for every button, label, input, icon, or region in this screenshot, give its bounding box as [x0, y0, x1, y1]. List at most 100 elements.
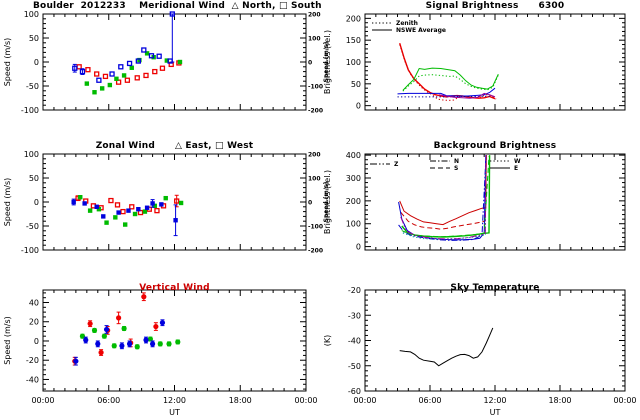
svg-text:-60: -60 [348, 387, 361, 396]
background-brightness-series-purple-dashdotdot [400, 155, 487, 240]
svg-text:20: 20 [29, 318, 39, 327]
svg-text:NSWE Average: NSWE Average [396, 27, 446, 34]
svg-text:-40: -40 [26, 375, 39, 384]
svg-text:0: 0 [34, 337, 39, 346]
svg-text:UT: UT [169, 408, 180, 417]
svg-text:-50: -50 [26, 82, 39, 91]
signal-brightness-x-axis [364, 14, 626, 110]
background-brightness-series-blue-dashdot [398, 159, 487, 241]
svg-text:Speed (m/s): Speed (m/s) [3, 178, 12, 227]
svg-text:50: 50 [29, 174, 39, 183]
signal-brightness-series-blue-nswe [397, 87, 496, 97]
background-brightness-y-axis: 0 100 200 300 400 Brightness (rel.) [323, 151, 625, 252]
svg-text:100: 100 [346, 220, 361, 229]
svg-text:-20: -20 [26, 356, 39, 365]
svg-text:-50: -50 [26, 222, 39, 231]
svg-text:Z: Z [394, 161, 399, 168]
svg-text:N: N [454, 158, 459, 165]
svg-text:100: 100 [24, 150, 39, 159]
svg-text:200: 200 [308, 152, 321, 159]
svg-text:0: 0 [34, 58, 39, 67]
svg-text:-30: -30 [348, 311, 361, 320]
svg-text:-100: -100 [21, 246, 39, 255]
signal-brightness-series-red-zenith [399, 44, 497, 101]
svg-text:00:00: 00:00 [613, 396, 636, 405]
zonal-wind-y-axis: -100 -50 0 50 100 Speed (m/s) [3, 150, 49, 255]
meridional-wind-series-blue [72, 11, 175, 83]
svg-text:400: 400 [346, 151, 361, 160]
svg-text:-200: -200 [308, 248, 323, 255]
vertical-wind-series-blue [73, 319, 166, 366]
background-brightness-legend: Z NS WE [370, 158, 521, 172]
svg-text:0: 0 [34, 198, 39, 207]
panel-vertical-wind: 00:00 06:00 12:00 18:00 00:00 UT -40 -20 0 20 40 Sp… [3, 289, 318, 417]
svg-text:-100: -100 [21, 106, 39, 115]
svg-text:00:00: 00:00 [353, 396, 376, 405]
sky-temperature-series-sky-temp [399, 327, 494, 367]
meridional-wind-x-axis [42, 14, 307, 110]
svg-text:W: W [514, 158, 521, 165]
svg-text:40: 40 [29, 299, 39, 308]
vertical-wind-y-axis: -40 -20 0 20 40 Speed (m/s) [3, 292, 306, 390]
panel-signal-brightness: 0 50 100 150 200 Brightness (rel.) ZenithNSWE … [323, 13, 626, 111]
background-brightness-series-cyan-dotted [402, 166, 487, 240]
svg-text:00:00: 00:00 [31, 396, 54, 405]
svg-text:0: 0 [356, 243, 361, 252]
svg-text:UT: UT [490, 408, 501, 417]
svg-text:200: 200 [346, 14, 361, 23]
background-brightness-x-axis [364, 154, 626, 250]
vertical-wind-series-red [72, 292, 159, 366]
svg-text:-50: -50 [348, 362, 361, 371]
svg-text:200: 200 [308, 12, 321, 19]
svg-text:06:00: 06:00 [418, 396, 441, 405]
svg-text:00:00: 00:00 [294, 396, 317, 405]
svg-text:06:00: 06:00 [97, 396, 120, 405]
svg-text:-100: -100 [308, 84, 323, 91]
svg-text:300: 300 [346, 174, 361, 183]
meridional-wind-y-axis-right: -200 -100 0 100 200 Speed (m/s) [300, 12, 330, 115]
background-brightness-series-red-dash [400, 155, 487, 230]
svg-text:100: 100 [308, 36, 321, 43]
signal-brightness-series-red-nswe [399, 42, 496, 100]
svg-text:100: 100 [308, 176, 321, 183]
zonal-wind-x-axis [42, 154, 307, 250]
svg-text:(K): (K) [323, 335, 332, 347]
svg-text:18:00: 18:00 [548, 396, 571, 405]
svg-text:Speed (m/s): Speed (m/s) [3, 316, 12, 365]
vertical-wind-x-axis: 00:00 06:00 12:00 18:00 00:00 UT [31, 290, 318, 417]
svg-text:Speed (m/s): Speed (m/s) [3, 38, 12, 87]
meridional-wind-series-red [76, 60, 182, 85]
svg-text:Brightness (rel.): Brightness (rel.) [323, 30, 332, 94]
sky-temperature-x-axis: 00:00 06:00 12:00 18:00 00:00 UT [353, 290, 637, 417]
svg-text:Speed (m/s): Speed (m/s) [323, 41, 330, 82]
background-brightness-series-red-solid [399, 155, 487, 226]
svg-text:12:00: 12:00 [163, 396, 186, 405]
signal-brightness-y-axis: 0 50 100 150 200 Brightness (rel.) [323, 13, 625, 111]
svg-text:-40: -40 [348, 337, 361, 346]
svg-text:Brightness (rel.): Brightness (rel.) [323, 170, 332, 234]
panel-background-brightness: 0 100 200 300 400 Brightness (rel.) Z NS WE [323, 151, 626, 252]
svg-text:S: S [454, 165, 458, 172]
panel-sky-temperature: 00:00 06:00 12:00 18:00 00:00 UT -60 -50 -40 -30 -… [323, 286, 637, 417]
svg-text:Zenith: Zenith [396, 20, 418, 27]
signal-brightness-series-green-nswe [402, 67, 499, 91]
svg-text:12:00: 12:00 [483, 396, 506, 405]
svg-text:200: 200 [346, 197, 361, 206]
zonal-wind-y-axis-right: -200 -100 0 100 200 Speed (m/s) [300, 152, 330, 255]
svg-text:18:00: 18:00 [229, 396, 252, 405]
svg-text:0: 0 [308, 200, 312, 207]
meridional-wind-y-axis: -100 -50 0 50 100 Speed (m/s) [3, 10, 49, 115]
svg-text:E: E [514, 165, 518, 172]
svg-text:100: 100 [346, 58, 361, 67]
svg-text:Speed (m/s): Speed (m/s) [323, 181, 330, 222]
svg-text:50: 50 [351, 80, 361, 89]
svg-text:0: 0 [356, 102, 361, 111]
zonal-wind-series-blue [71, 198, 178, 237]
svg-text:-100: -100 [308, 224, 323, 231]
svg-text:-20: -20 [348, 286, 361, 295]
